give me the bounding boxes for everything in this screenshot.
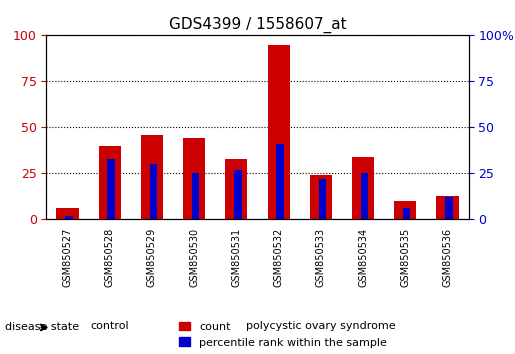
Bar [183,138,205,219]
Bar [445,198,453,219]
Bar [361,173,368,219]
Bar [108,159,115,219]
Bar [65,216,73,219]
Bar [277,144,284,219]
Text: GSM850535: GSM850535 [400,228,410,287]
Text: control: control [91,321,129,331]
Text: GSM850531: GSM850531 [231,228,242,287]
Bar [394,201,417,219]
Bar [192,173,199,219]
Text: GSM850534: GSM850534 [358,228,368,287]
Bar [150,164,157,219]
Bar [56,209,79,219]
Bar [310,175,332,219]
Bar [403,209,410,219]
Text: disease state: disease state [5,322,79,332]
Text: GSM850532: GSM850532 [273,228,284,287]
Text: GSM850533: GSM850533 [316,228,326,287]
Bar [98,146,121,219]
Text: GSM850536: GSM850536 [442,228,453,287]
Bar [225,159,248,219]
Text: GSM850527: GSM850527 [62,228,73,287]
Bar [436,195,459,219]
Bar [141,135,163,219]
Title: GDS4399 / 1558607_at: GDS4399 / 1558607_at [169,16,346,33]
Bar [352,157,374,219]
Text: GSM850528: GSM850528 [105,228,115,287]
Bar [267,45,290,219]
Bar [319,179,326,219]
Text: GSM850529: GSM850529 [147,228,157,287]
Text: polycystic ovary syndrome: polycystic ovary syndrome [246,321,396,331]
Bar [234,170,242,219]
Text: GSM850530: GSM850530 [189,228,199,287]
Legend: count, percentile rank within the sample: count, percentile rank within the sample [175,317,391,352]
